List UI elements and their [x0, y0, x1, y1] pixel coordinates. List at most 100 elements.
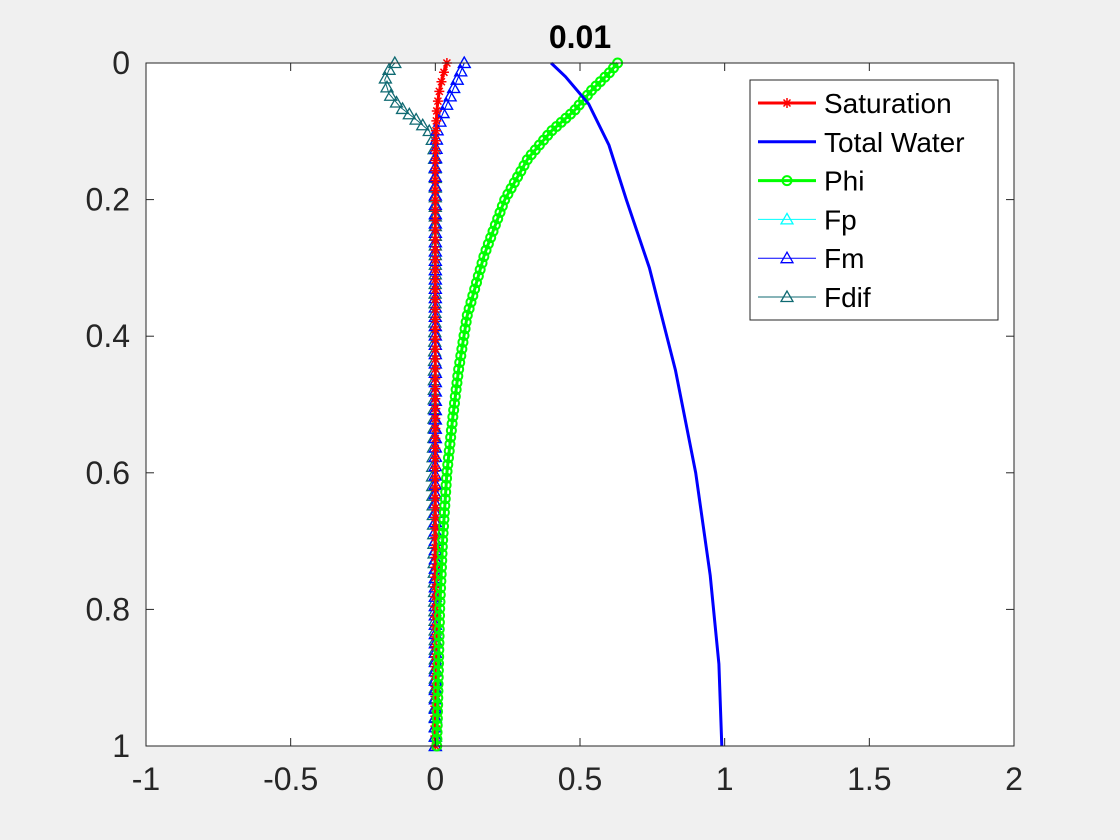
- point-phi: [432, 664, 444, 676]
- y-tick-label: 0.4: [86, 318, 130, 354]
- point-saturation: [430, 532, 441, 543]
- point-fm: [453, 64, 468, 77]
- point-phi: [439, 493, 451, 505]
- point-fdif: [379, 80, 395, 93]
- legend-label-phi: Phi: [824, 166, 864, 197]
- point-phi: [487, 225, 499, 237]
- point-saturation: [430, 453, 441, 464]
- point-saturation: [430, 155, 441, 166]
- point-saturation: [430, 324, 441, 335]
- legend-label-saturation: Saturation: [824, 88, 952, 119]
- point-saturation: [430, 165, 441, 176]
- point-phi: [434, 596, 446, 608]
- x-tick-label: 0.5: [558, 761, 602, 797]
- point-saturation: [430, 264, 441, 275]
- point-phi: [518, 159, 530, 171]
- point-saturation: [430, 195, 441, 206]
- point-phi: [451, 377, 463, 389]
- point-phi: [432, 699, 444, 711]
- point-saturation: [431, 115, 442, 126]
- point-phi: [502, 188, 514, 200]
- point-saturation: [430, 244, 441, 255]
- point-saturation: [430, 562, 441, 573]
- point-phi: [433, 623, 445, 635]
- point-phi: [441, 465, 453, 477]
- point-phi: [505, 182, 517, 194]
- point-phi: [436, 541, 448, 553]
- point-saturation: [430, 482, 441, 493]
- point-phi: [447, 411, 459, 423]
- point-saturation: [430, 413, 441, 424]
- point-phi: [433, 651, 445, 663]
- point-phi: [437, 534, 449, 546]
- point-saturation: [430, 463, 441, 474]
- legend-entry-saturation: Saturation: [758, 88, 952, 119]
- point-saturation: [430, 492, 441, 503]
- x-tick-label: -0.5: [263, 761, 318, 797]
- point-saturation: [430, 542, 441, 553]
- point-phi: [432, 678, 444, 690]
- axes-layer: [145, 62, 1015, 747]
- point-phi: [463, 303, 475, 315]
- point-saturation: [430, 651, 441, 662]
- point-fdif: [402, 106, 417, 120]
- point-saturation: [430, 224, 441, 235]
- point-phi: [450, 384, 462, 396]
- point-phi: [441, 472, 453, 484]
- point-saturation: [430, 205, 441, 216]
- y-tick-label: 0.8: [86, 591, 130, 627]
- series-phi: [431, 57, 624, 752]
- x-tick-label: 2: [1005, 761, 1023, 797]
- point-phi: [431, 713, 443, 725]
- point-phi: [445, 425, 457, 437]
- legend-label-fp: Fp: [824, 204, 857, 235]
- point-phi: [496, 200, 508, 212]
- point-phi: [442, 459, 454, 471]
- point-saturation: [430, 353, 441, 364]
- legend: Saturation Total Water Phi Fp Fm Fdif: [749, 79, 999, 321]
- legend-entry-fm: Fm: [758, 243, 864, 274]
- point-saturation: [430, 701, 441, 712]
- point-saturation: [430, 215, 441, 226]
- point-saturation: [430, 423, 441, 434]
- point-saturation: [430, 334, 441, 345]
- point-phi: [433, 616, 445, 628]
- point-saturation: [430, 135, 441, 146]
- point-phi: [431, 719, 443, 731]
- point-phi: [443, 445, 455, 457]
- point-phi: [437, 527, 449, 539]
- x-tick-label: -1: [132, 761, 160, 797]
- point-phi: [438, 507, 450, 519]
- point-phi: [438, 520, 450, 532]
- point-saturation: [432, 96, 443, 107]
- point-phi: [474, 264, 486, 276]
- point-saturation: [438, 67, 449, 78]
- point-phi: [435, 582, 447, 594]
- point-phi: [489, 219, 501, 231]
- point-fdif: [395, 101, 410, 115]
- point-phi: [433, 630, 445, 642]
- point-saturation: [436, 76, 447, 87]
- legend-marker-phi: [781, 175, 793, 187]
- point-phi: [452, 370, 464, 382]
- point-phi: [454, 357, 466, 369]
- point-phi: [446, 418, 458, 430]
- point-phi: [439, 500, 451, 512]
- point-fm: [457, 55, 472, 69]
- point-phi: [434, 603, 446, 615]
- point-saturation: [430, 284, 441, 295]
- point-saturation: [430, 304, 441, 315]
- ticks-layer: -1 -0.5 0 0.5 1 1.5 2 0 0.2 0.4 0.6 0.8 1: [86, 45, 1023, 797]
- point-phi: [433, 644, 445, 656]
- point-saturation: [430, 145, 441, 156]
- point-saturation: [430, 552, 441, 563]
- point-fm: [435, 105, 451, 119]
- point-fm: [446, 80, 461, 94]
- legend-label-fm: Fm: [824, 243, 864, 274]
- point-phi: [434, 609, 446, 621]
- legend-marker-saturation: [782, 98, 792, 108]
- point-saturation: [430, 344, 441, 355]
- legend-marker-fp: [779, 212, 795, 225]
- point-saturation: [430, 383, 441, 394]
- x-tick-label: 0: [426, 761, 444, 797]
